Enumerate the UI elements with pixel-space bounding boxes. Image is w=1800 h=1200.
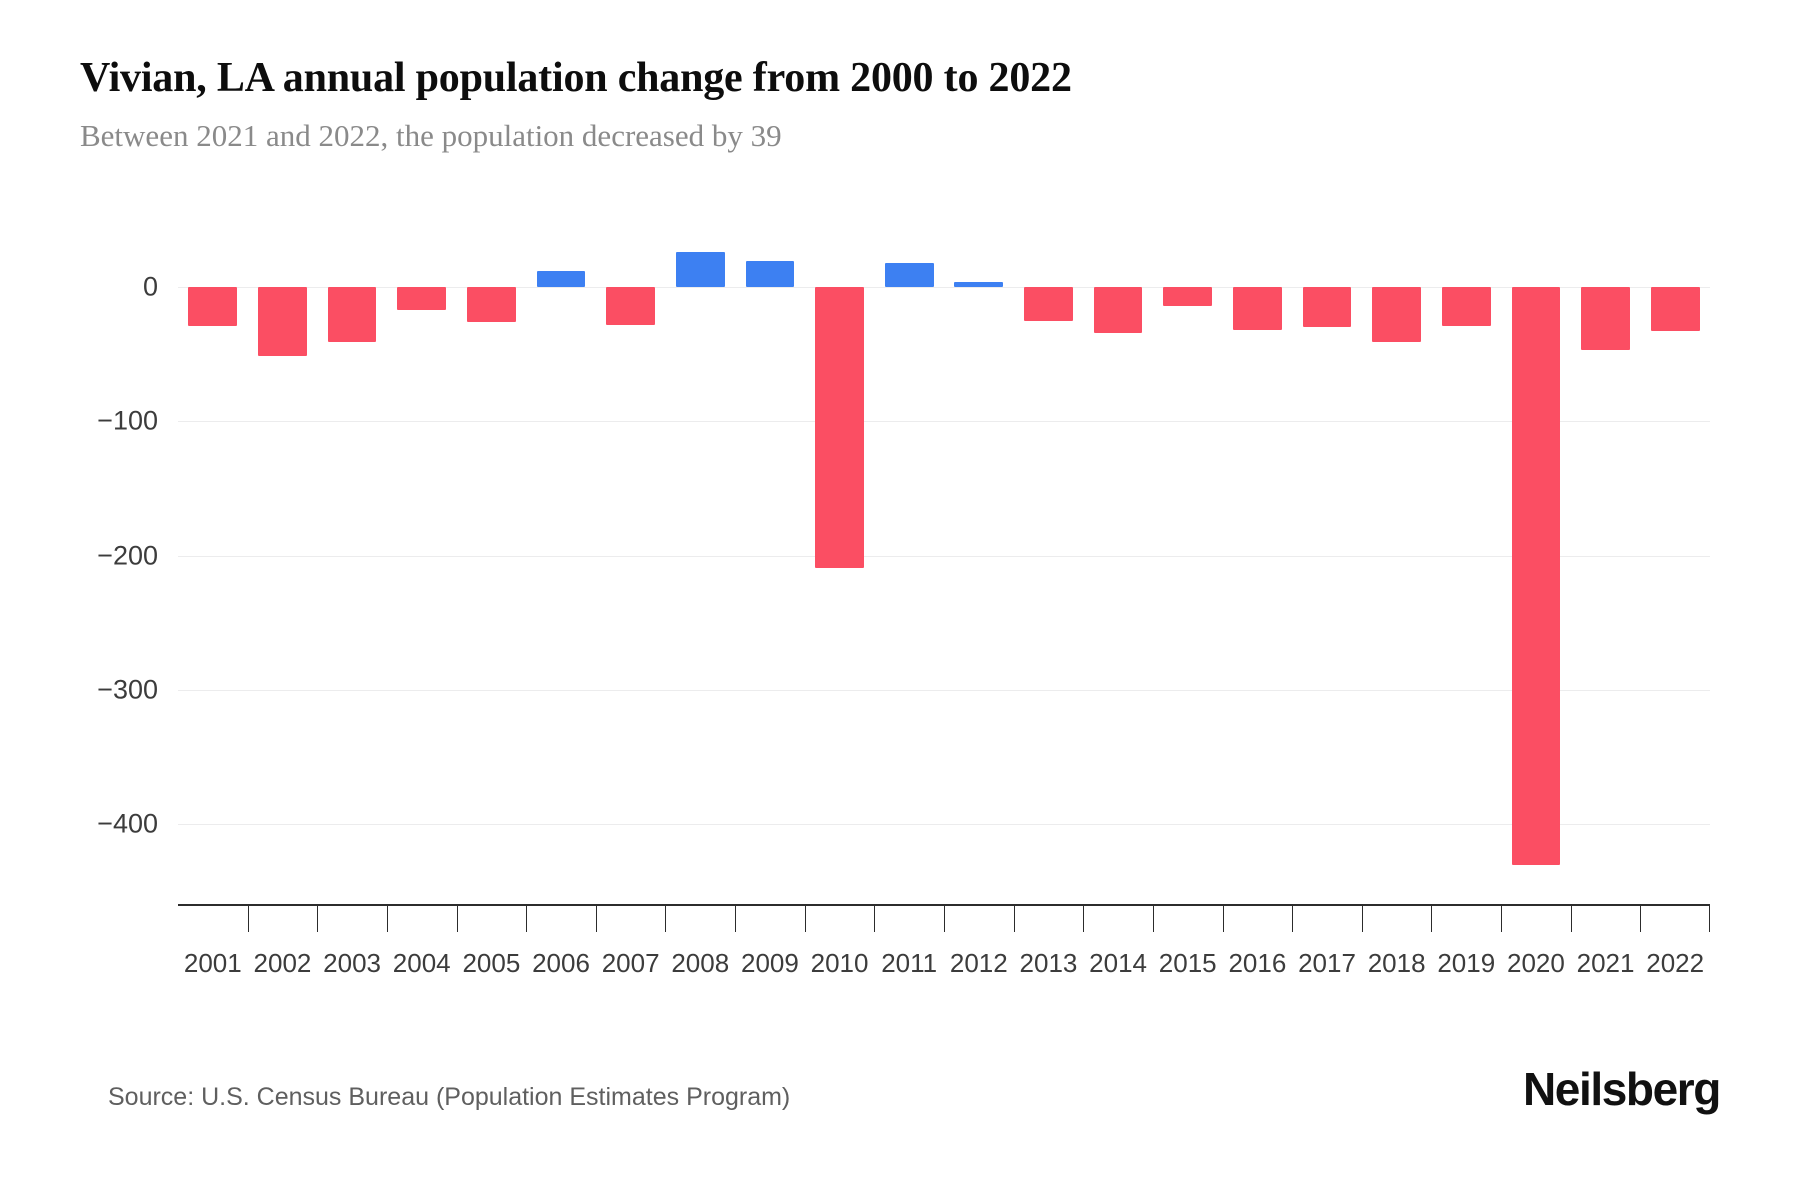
brand-logo: Neilsberg [1522, 1063, 1721, 1115]
source-note: Source: U.S. Census Bureau (Population E… [108, 1083, 791, 1111]
x-axis-tick [804, 906, 806, 932]
bar-2002[interactable] [258, 287, 307, 356]
x-axis-tick-label: 2010 [810, 948, 869, 978]
bar-2021[interactable] [1581, 287, 1630, 351]
gridline [178, 824, 1710, 826]
x-axis-tick [595, 906, 597, 932]
bar-2016[interactable] [1232, 287, 1282, 330]
x-axis-tick-label: 2004 [392, 948, 451, 978]
bar-2001[interactable] [188, 287, 238, 326]
x-axis-tick [1570, 906, 1572, 932]
bar-2011[interactable] [884, 262, 934, 287]
x-axis-tick [1640, 906, 1642, 932]
y-axis-tick-label: −300 [97, 674, 158, 705]
x-axis-tick [874, 906, 876, 932]
x-axis-tick-label: 2005 [462, 948, 521, 978]
x-axis-tick [1152, 906, 1154, 932]
x-axis-tick-label: 2007 [601, 948, 660, 978]
x-axis-tick [1709, 906, 1710, 932]
bar-2008[interactable] [675, 252, 725, 287]
x-axis-tick [1501, 906, 1503, 932]
x-axis-tick [526, 906, 528, 932]
x-axis-tick [317, 906, 319, 932]
y-axis-tick-label: 0 [142, 271, 158, 302]
x-axis-tick-label: 2011 [881, 948, 938, 978]
bar-2006[interactable] [536, 270, 586, 287]
bars-group [178, 240, 1710, 905]
gridline [178, 287, 1710, 289]
x-axis-tick-label: 2016 [1228, 948, 1287, 978]
bar-2012[interactable] [954, 281, 1004, 287]
x-axis-tick [386, 906, 388, 932]
y-axis-tick-label: −200 [97, 540, 158, 571]
x-axis-tick-label: 2014 [1089, 948, 1147, 978]
x-axis-tick [1292, 906, 1294, 932]
x-axis-tick-label: 2013 [1019, 948, 1078, 978]
bar-2015[interactable] [1163, 287, 1213, 306]
x-axis-tick [665, 906, 667, 932]
bar-2017[interactable] [1302, 287, 1352, 328]
x-axis-tick-label: 2019 [1437, 948, 1496, 978]
x-axis-tick [456, 906, 458, 932]
x-axis-tick-label: 2003 [323, 948, 381, 978]
gridline [178, 555, 1710, 557]
x-axis-tick [735, 906, 737, 932]
x-axis-tick-label: 2018 [1367, 948, 1426, 978]
y-axis-tick-label: −100 [97, 405, 158, 436]
bar-2014[interactable] [1093, 287, 1143, 333]
bar-2019[interactable] [1441, 287, 1491, 326]
x-axis-tick-label: 2017 [1298, 948, 1356, 978]
bar-2003[interactable] [327, 287, 377, 343]
chart-subtitle: Between 2021 and 2022, the population de… [80, 118, 782, 153]
x-axis-tick-label: 2008 [671, 948, 730, 978]
x-axis-tick [1013, 906, 1015, 932]
x-axis-tick [944, 906, 945, 932]
chart-header: Vivian, LA annual population change from… [80, 52, 1720, 156]
bar-plot [178, 240, 1710, 905]
bar-2022[interactable] [1650, 287, 1700, 332]
bar-2013[interactable] [1024, 287, 1073, 321]
x-axis-tick [1083, 906, 1085, 932]
x-axis-tick-label: 2021 [1576, 948, 1635, 978]
x-axis-tick-label: 2001 [183, 948, 242, 978]
bar-2018[interactable] [1372, 287, 1421, 343]
bar-2004[interactable] [397, 287, 447, 310]
bar-2010[interactable] [815, 287, 864, 568]
x-axis-tick-label: 2012 [949, 948, 1008, 978]
x-axis-tick-label: 2020 [1506, 948, 1565, 978]
x-axis-tick-label: 2002 [253, 948, 312, 978]
gridline [178, 690, 1710, 692]
gridline [178, 421, 1710, 423]
bar-2020[interactable] [1511, 287, 1561, 865]
x-axis-tick-label: 2022 [1646, 948, 1705, 978]
y-axis-tick-label: −400 [97, 808, 158, 839]
x-axis-tick-label: 2015 [1158, 948, 1217, 978]
x-axis-tick [1361, 906, 1363, 932]
x-axis-tick [1431, 906, 1433, 932]
x-axis-tick-label: 2006 [532, 948, 590, 978]
x-axis-tick [247, 906, 249, 932]
x-axis-tick-label: 2009 [740, 948, 799, 978]
x-axis-tick [1222, 906, 1224, 932]
page-title: Vivian, LA annual population change from… [80, 55, 1072, 101]
bar-2007[interactable] [606, 287, 655, 325]
bar-2005[interactable] [466, 287, 516, 322]
x-axis-line [178, 904, 1710, 906]
bar-2009[interactable] [745, 261, 795, 287]
